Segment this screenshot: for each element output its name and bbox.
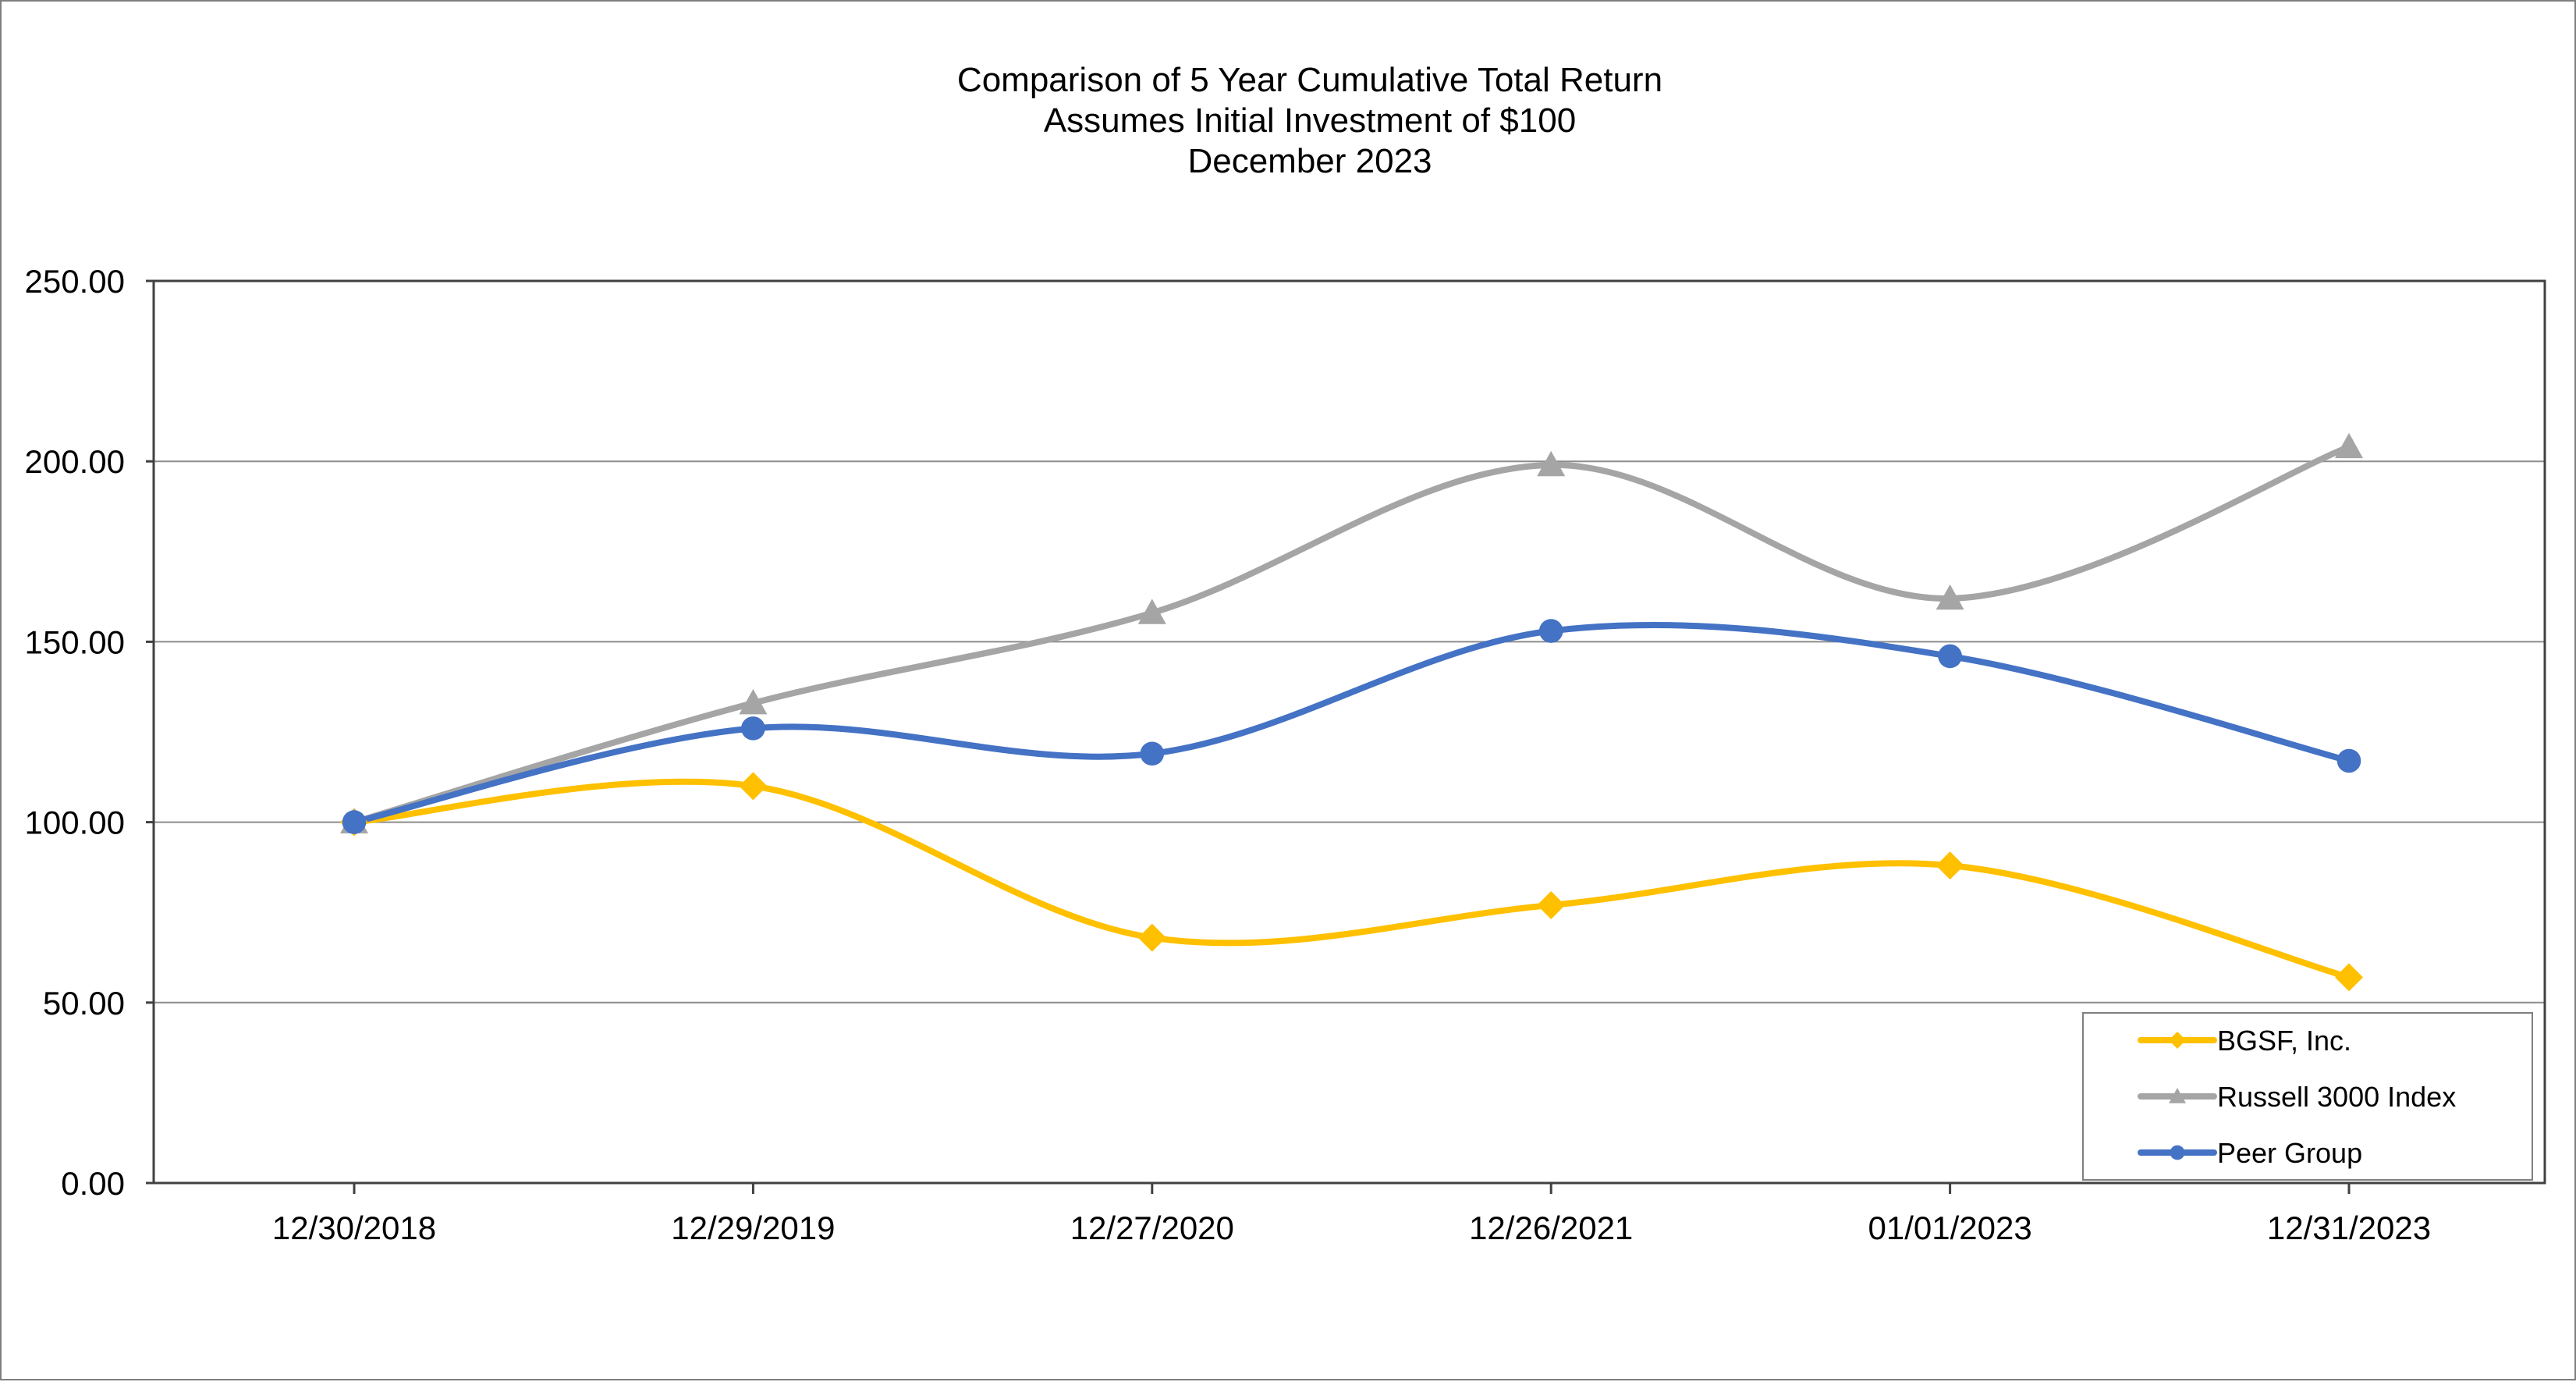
- data-point-triangle: [1137, 599, 1166, 624]
- x-tick-label: 01/01/2023: [1868, 1210, 2031, 1246]
- data-point-circle: [1538, 619, 1563, 643]
- data-point-triangle: [1537, 450, 1566, 477]
- legend-label: Peer Group: [2217, 1137, 2362, 1169]
- series-markers: [340, 432, 2363, 992]
- title-line-1: Comparison of 5 Year Cumulative Total Re…: [957, 61, 1662, 99]
- data-point-diamond: [1137, 923, 1166, 952]
- x-tick-label: 12/27/2020: [1070, 1210, 1234, 1246]
- data-point-circle: [342, 810, 367, 834]
- data-point-circle: [741, 716, 765, 741]
- data-point-circle: [2336, 748, 2361, 773]
- data-point-diamond: [739, 772, 768, 801]
- data-point-triangle: [739, 689, 768, 715]
- y-tick-label: 50.00: [43, 985, 125, 1021]
- data-point-diamond: [1537, 890, 1566, 919]
- data-point-circle: [1140, 741, 1165, 766]
- legend-swatch-marker: [2170, 1145, 2185, 1160]
- legend-swatch-marker: [2169, 1088, 2186, 1103]
- chart-title: Comparison of 5 Year Cumulative Total Re…: [957, 61, 1662, 180]
- data-point-diamond: [2335, 963, 2363, 992]
- x-tick-label: 12/31/2023: [2267, 1210, 2431, 1246]
- x-tick-label: 12/29/2019: [671, 1210, 835, 1246]
- series-line-triangle: [351, 443, 2352, 826]
- x-tick-label: 12/30/2018: [272, 1210, 436, 1246]
- data-point-diamond: [1936, 851, 1964, 880]
- x-tick-label: 12/26/2021: [1469, 1210, 1633, 1246]
- series-line-circle: [351, 621, 2352, 826]
- y-tick-label: 100.00: [25, 805, 125, 841]
- x-axis: 12/30/2018 12/29/2019 12/27/2020 12/26/2021…: [272, 1183, 2431, 1246]
- y-tick-label: 150.00: [25, 623, 125, 660]
- y-tick-label: 250.00: [25, 263, 125, 300]
- series-line-diamond: [351, 778, 2352, 981]
- data-point-triangle: [1936, 584, 1964, 610]
- legend: BGSF, Inc. Russell 3000 Index Peer Group: [2082, 1012, 2533, 1181]
- series-lines: [351, 443, 2352, 981]
- plot-area-border: [152, 279, 2546, 1185]
- data-point-triangle: [2335, 432, 2363, 459]
- y-axis: 0.00 50.00 100.00 150.00 200.00 250.00: [25, 263, 154, 1202]
- y-tick-label: 0.00: [61, 1165, 125, 1202]
- y-tick-label: 200.00: [25, 443, 125, 480]
- title-line-3: December 2023: [1187, 142, 1432, 180]
- legend-label: BGSF, Inc.: [2217, 1025, 2351, 1057]
- legend-swatch-marker: [2169, 1032, 2186, 1049]
- title-line-2: Assumes Initial Investment of $100: [1044, 101, 1576, 140]
- legend-label: Russell 3000 Index: [2217, 1081, 2456, 1113]
- data-point-circle: [1938, 644, 1962, 669]
- gridlines: [154, 460, 2545, 1004]
